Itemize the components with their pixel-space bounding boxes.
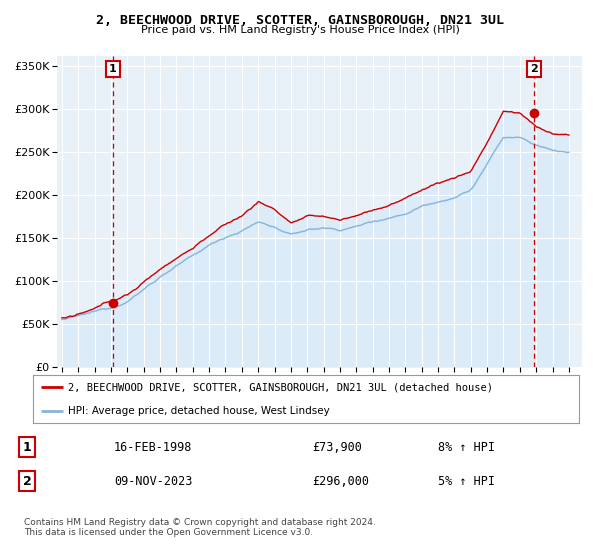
Text: 2: 2 bbox=[23, 475, 31, 488]
Text: £296,000: £296,000 bbox=[312, 475, 369, 488]
Text: 09-NOV-2023: 09-NOV-2023 bbox=[114, 475, 193, 488]
Text: 2, BEECHWOOD DRIVE, SCOTTER, GAINSBOROUGH, DN21 3UL (detached house): 2, BEECHWOOD DRIVE, SCOTTER, GAINSBOROUG… bbox=[68, 382, 493, 392]
Text: Price paid vs. HM Land Registry's House Price Index (HPI): Price paid vs. HM Land Registry's House … bbox=[140, 25, 460, 35]
Text: 1: 1 bbox=[23, 441, 31, 454]
Text: 16-FEB-1998: 16-FEB-1998 bbox=[114, 441, 193, 454]
Text: 8% ↑ HPI: 8% ↑ HPI bbox=[438, 441, 495, 454]
Text: HPI: Average price, detached house, West Lindsey: HPI: Average price, detached house, West… bbox=[68, 406, 330, 416]
Text: 1: 1 bbox=[109, 64, 117, 74]
Text: £73,900: £73,900 bbox=[312, 441, 362, 454]
Text: Contains HM Land Registry data © Crown copyright and database right 2024.
This d: Contains HM Land Registry data © Crown c… bbox=[24, 518, 376, 538]
Text: 2, BEECHWOOD DRIVE, SCOTTER, GAINSBOROUGH, DN21 3UL: 2, BEECHWOOD DRIVE, SCOTTER, GAINSBOROUG… bbox=[96, 14, 504, 27]
Text: 5% ↑ HPI: 5% ↑ HPI bbox=[438, 475, 495, 488]
Text: 2: 2 bbox=[530, 64, 538, 74]
